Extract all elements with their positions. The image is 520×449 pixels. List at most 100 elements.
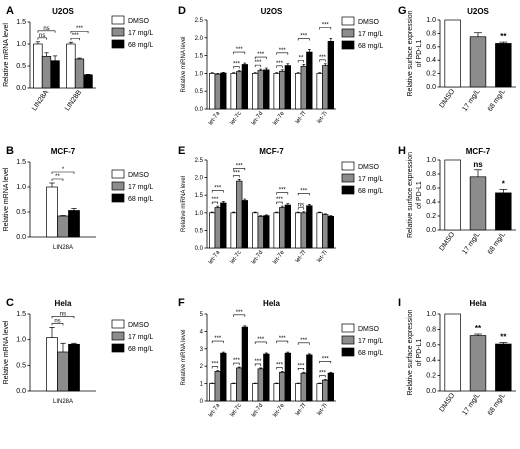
y-axis-label: Relative miRNA level <box>181 329 187 385</box>
chart-title: Hela <box>263 299 280 308</box>
significance-bracket <box>276 340 289 344</box>
bar <box>469 176 487 231</box>
significance-bracket <box>254 363 262 366</box>
legend-swatch <box>111 15 125 25</box>
significance-bracket <box>297 38 310 41</box>
panel-label: I <box>398 297 401 309</box>
y-axis-label: Relative mRNA level <box>3 167 10 231</box>
y-tick-label: 0.2 <box>426 373 436 380</box>
significance-label: ** <box>500 332 507 341</box>
significance-label: ns <box>39 33 45 39</box>
bar <box>279 207 286 249</box>
legend-label: DMSO <box>358 326 380 333</box>
significance-bracket <box>51 178 64 181</box>
bar <box>214 73 221 110</box>
significance-bracket <box>276 367 283 370</box>
bar <box>306 51 313 110</box>
bar <box>284 352 291 402</box>
x-tick-label: let-7c <box>230 403 243 418</box>
y-tick-label: 0.0 <box>195 107 204 113</box>
bar <box>316 212 323 249</box>
panel-label: B <box>6 145 14 157</box>
legend-swatch <box>111 27 125 37</box>
chart-title: U2OS <box>52 7 74 16</box>
bar <box>236 71 243 110</box>
y-tick-label: 0.0 <box>16 234 26 241</box>
significance-label: *** <box>276 61 284 67</box>
bar <box>46 186 58 238</box>
x-tick-label: let-7a <box>208 402 222 418</box>
significance-label: *** <box>322 23 330 29</box>
bar <box>230 73 237 110</box>
x-tick-label: 17 mg/L <box>461 231 481 256</box>
y-tick-label: 1.0 <box>16 337 26 344</box>
y-tick-label: 2.0 <box>195 176 204 182</box>
significance-label: *** <box>276 197 284 203</box>
x-tick-label: DMSO <box>439 392 457 414</box>
chart-title: MCF-7 <box>259 147 284 156</box>
y-tick-label: 0.0 <box>16 85 26 92</box>
bar <box>236 180 243 249</box>
bar <box>46 337 58 392</box>
y-tick-label: 0.2 <box>426 71 436 78</box>
significance-bracket <box>276 201 283 205</box>
bar <box>495 192 512 231</box>
significance-bracket <box>51 323 64 326</box>
significance-bracket <box>297 193 310 196</box>
bar <box>469 335 487 392</box>
x-tick-label: DMSO <box>439 231 457 253</box>
bar <box>327 41 334 110</box>
significance-label: ns <box>54 318 60 324</box>
bar <box>241 200 248 249</box>
bar <box>220 72 227 110</box>
significance-bracket <box>233 66 240 69</box>
significance-label: *** <box>254 60 262 66</box>
significance-label: *** <box>257 337 265 343</box>
significance-label: *** <box>322 356 330 362</box>
y-axis-label: of PD-L1 <box>416 339 423 367</box>
bar <box>316 383 323 402</box>
bar <box>209 383 216 402</box>
chart-title: Hela <box>470 299 487 308</box>
y-tick-label: 1 <box>200 382 204 388</box>
bar <box>327 215 334 249</box>
significance-bracket <box>211 340 224 344</box>
y-axis-label: Relative surface expression <box>407 309 414 395</box>
legend-label: DMSO <box>128 18 150 25</box>
significance-label: *** <box>211 197 219 203</box>
bar <box>257 215 264 249</box>
y-tick-label: 2 <box>200 364 204 370</box>
significance-label: *** <box>276 362 284 368</box>
y-tick-label: 0 <box>200 399 204 405</box>
bar <box>469 36 487 88</box>
significance-label: *** <box>319 370 327 376</box>
y-tick-label: 1.5 <box>195 54 204 60</box>
panel-label: E <box>178 145 185 157</box>
x-tick-label: LIN28A <box>31 89 50 112</box>
significance-bracket <box>70 30 89 34</box>
x-tick-label: let-7i <box>317 403 329 417</box>
bar <box>444 19 461 88</box>
y-tick-label: 1.0 <box>426 17 436 24</box>
y-axis-label: Relative surface expression <box>407 10 414 96</box>
bar <box>263 215 270 249</box>
legend-label: 68 mg/L <box>358 43 383 50</box>
y-tick-label: 1.0 <box>195 211 204 217</box>
bar <box>209 212 216 249</box>
significance-label: ns <box>43 26 49 32</box>
x-axis-label: LIN28A <box>53 399 73 405</box>
bar <box>257 368 264 402</box>
bar <box>230 383 237 402</box>
bar <box>300 212 307 249</box>
legend-swatch <box>341 161 355 171</box>
significance-bracket <box>254 341 267 344</box>
y-tick-label: 1.0 <box>195 71 204 77</box>
x-tick-label: 17 mg/L <box>461 88 481 113</box>
bar <box>444 313 461 392</box>
x-tick-label: let-7c <box>230 250 243 265</box>
y-tick-label: 0.0 <box>426 84 436 91</box>
bar <box>263 69 270 110</box>
bar <box>263 353 270 402</box>
x-tick-label: let-7i <box>317 111 329 125</box>
legend-swatch <box>341 335 355 345</box>
